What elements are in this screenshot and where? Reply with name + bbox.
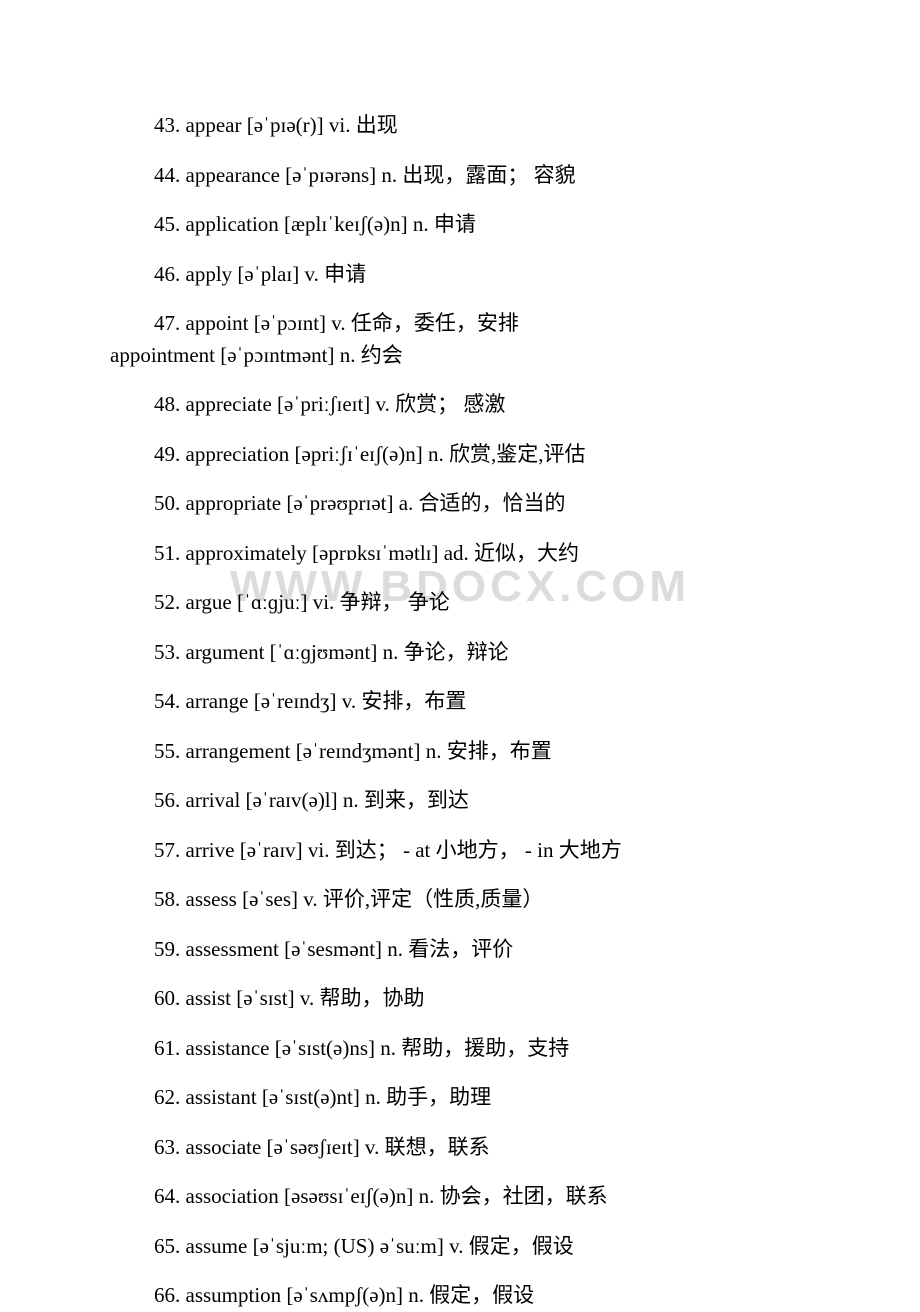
vocab-entry: 52. argue [ˈɑːɡjuː] vi. 争辩， 争论 (110, 587, 810, 619)
vocab-entry: 46. apply [əˈplaɪ] v. 申请 (110, 259, 810, 291)
vocab-entry: 51. approximately [əprɒksɪˈmətlɪ] ad. 近似… (110, 538, 810, 570)
vocab-entry: 60. assist [əˈsɪst] v. 帮助，协助 (110, 983, 810, 1015)
vocab-entry: 45. application [æplɪˈkeɪʃ(ə)n] n. 申请 (110, 209, 810, 241)
document-page: WWW.BDOCX.COM 43. appear [əˈpɪə(r)] vi. … (0, 0, 920, 1302)
vocab-entry: 61. assistance [əˈsɪst(ə)ns] n. 帮助，援助，支持 (110, 1033, 810, 1065)
vocab-entry: 65. assume [əˈsjuːm; (US) əˈsuːm] v. 假定，… (110, 1231, 810, 1263)
vocab-entry: 64. association [əsəʊsɪˈeɪʃ(ə)n] n. 协会，社… (110, 1181, 810, 1213)
vocab-entry: 55. arrangement [əˈreɪndʒmənt] n. 安排，布置 (110, 736, 810, 768)
vocab-entry: 49. appreciation [əpriːʃɪˈeɪʃ(ə)n] n. 欣赏… (110, 439, 810, 471)
vocab-entry: 58. assess [əˈses] v. 评价,评定（性质,质量） (110, 884, 810, 916)
vocab-entry: 56. arrival [əˈraɪv(ə)l] n. 到来，到达 (110, 785, 810, 817)
vocab-entry: 59. assessment [əˈsesmənt] n. 看法，评价 (110, 934, 810, 966)
vocabulary-list: 43. appear [əˈpɪə(r)] vi. 出现 44. appearan… (110, 110, 810, 1312)
vocab-entry: 57. arrive [əˈraɪv] vi. 到达； - at 小地方， - … (110, 835, 810, 867)
vocab-entry: 54. arrange [əˈreɪndʒ] v. 安排，布置 (110, 686, 810, 718)
vocab-entry: 53. argument [ˈɑːɡjʊmənt] n. 争论，辩论 (110, 637, 810, 669)
vocab-entry-continuation: appointment [əˈpɔɪntmənt] n. 约会 (110, 340, 810, 372)
vocab-entry: 43. appear [əˈpɪə(r)] vi. 出现 (110, 110, 810, 142)
vocab-entry: 48. appreciate [əˈpriːʃɪeɪt] v. 欣赏； 感激 (110, 389, 810, 421)
vocab-entry: 47. appoint [əˈpɔɪnt] v. 任命，委任，安排 (110, 308, 810, 340)
vocab-entry: 50. appropriate [əˈprəʊprɪət] a. 合适的，恰当的 (110, 488, 810, 520)
vocab-entry: 66. assumption [əˈsʌmpʃ(ə)n] n. 假定，假设 (110, 1280, 810, 1312)
vocab-entry: 62. assistant [əˈsɪst(ə)nt] n. 助手，助理 (110, 1082, 810, 1114)
vocab-entry: 63. associate [əˈsəʊʃɪeɪt] v. 联想，联系 (110, 1132, 810, 1164)
vocab-entry: 44. appearance [əˈpɪərəns] n. 出现，露面； 容貌 (110, 160, 810, 192)
